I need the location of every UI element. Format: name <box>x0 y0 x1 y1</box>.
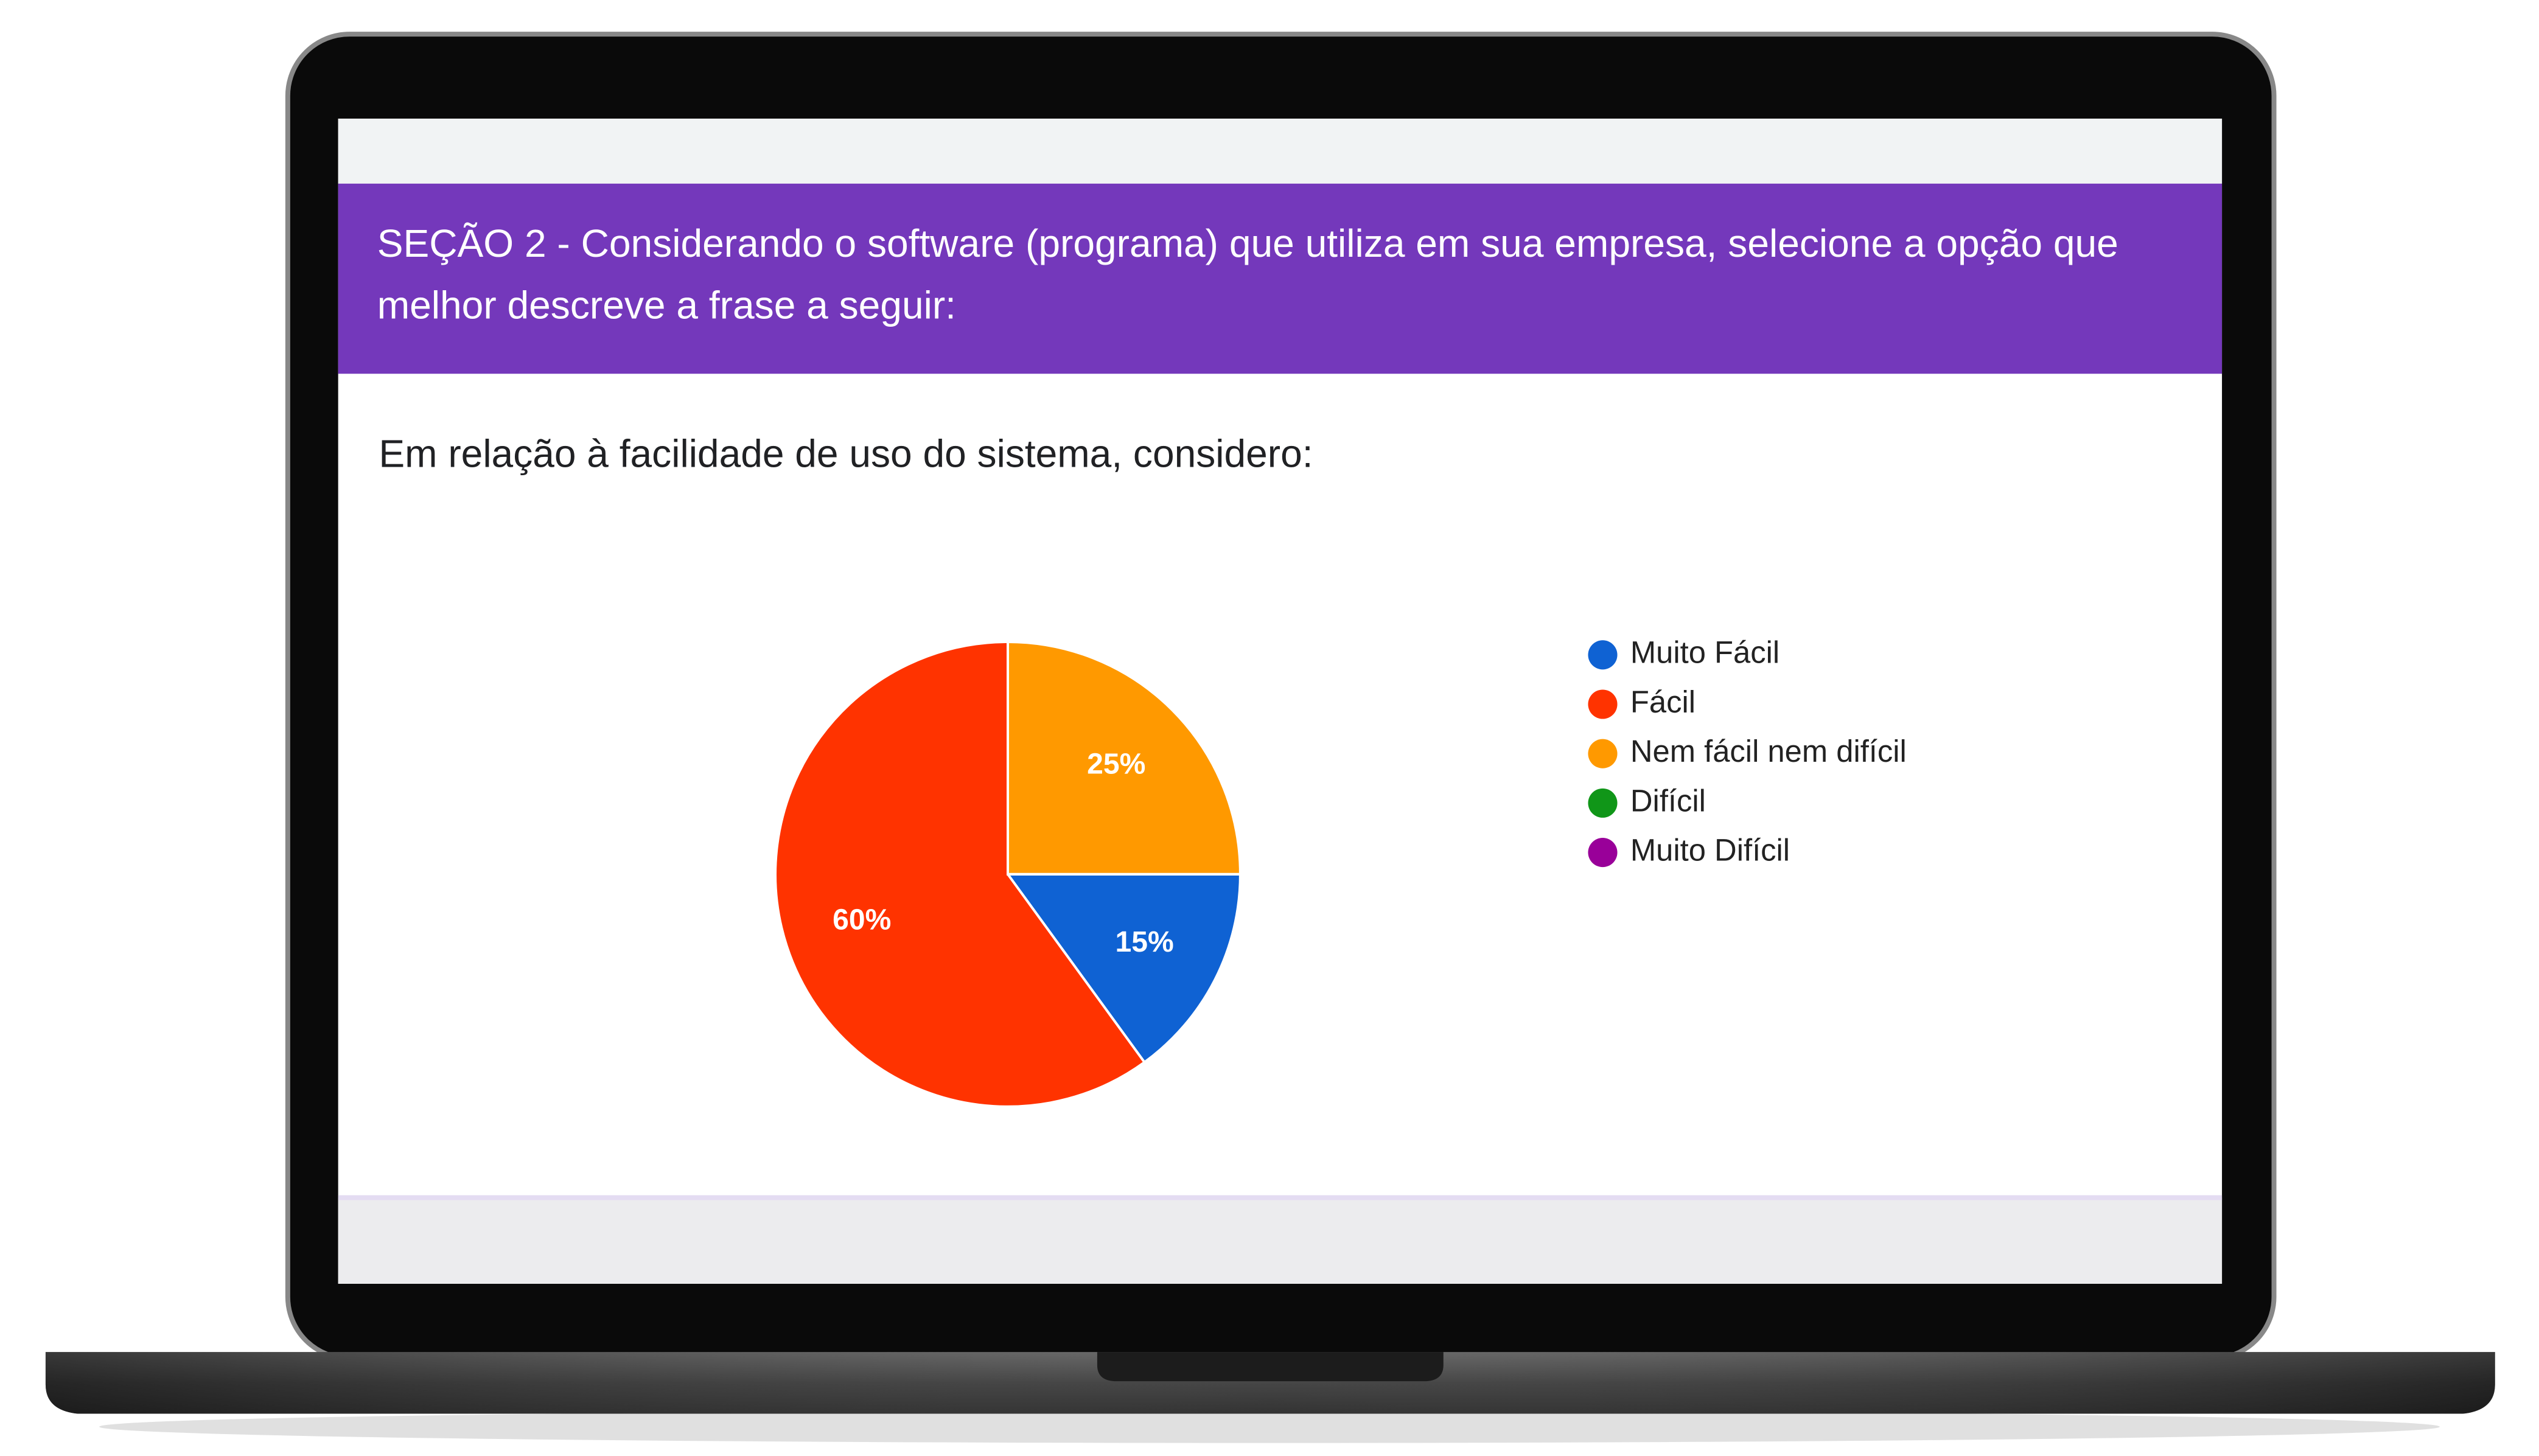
pie-slice <box>1005 873 1242 1064</box>
slice-label: 15% <box>1115 925 1173 958</box>
slice-label: 25% <box>1087 747 1145 780</box>
legend-label: Difícil <box>1630 783 1706 818</box>
notch <box>1097 1352 1444 1382</box>
section-banner <box>338 183 2223 374</box>
slice-label: 60% <box>833 903 891 936</box>
shadow <box>99 1410 2440 1443</box>
section-title-box: SEÇÃO 2 - Considerando o software (progr… <box>377 222 2118 329</box>
legend-swatch <box>1588 739 1618 768</box>
legend-label: Nem fácil nem difícil <box>1630 734 1907 768</box>
legend-label: Fácil <box>1630 684 1696 719</box>
base-shine <box>45 1352 2495 1414</box>
bottom-bar <box>338 1197 2223 1284</box>
question-title: Em relação à facilidade de uso do sistem… <box>379 431 1313 475</box>
legend-label: Muito Fácil <box>1630 635 1779 670</box>
section-title: SEÇÃO 2 - Considerando o software (progr… <box>377 222 2118 329</box>
legend-label: Muito Difícil <box>1630 832 1790 867</box>
legend-swatch <box>1588 640 1618 670</box>
pie-chart: 15% 60% 25% Muito Fácil Fácil Nem fácil nem d… <box>774 635 1907 1108</box>
top-bar <box>338 118 2223 184</box>
pie-slice <box>1007 640 1242 876</box>
pie-slice <box>774 640 1147 1108</box>
legend-swatch <box>1588 788 1618 818</box>
legend-swatch <box>1588 689 1618 719</box>
legend-swatch <box>1588 838 1618 868</box>
